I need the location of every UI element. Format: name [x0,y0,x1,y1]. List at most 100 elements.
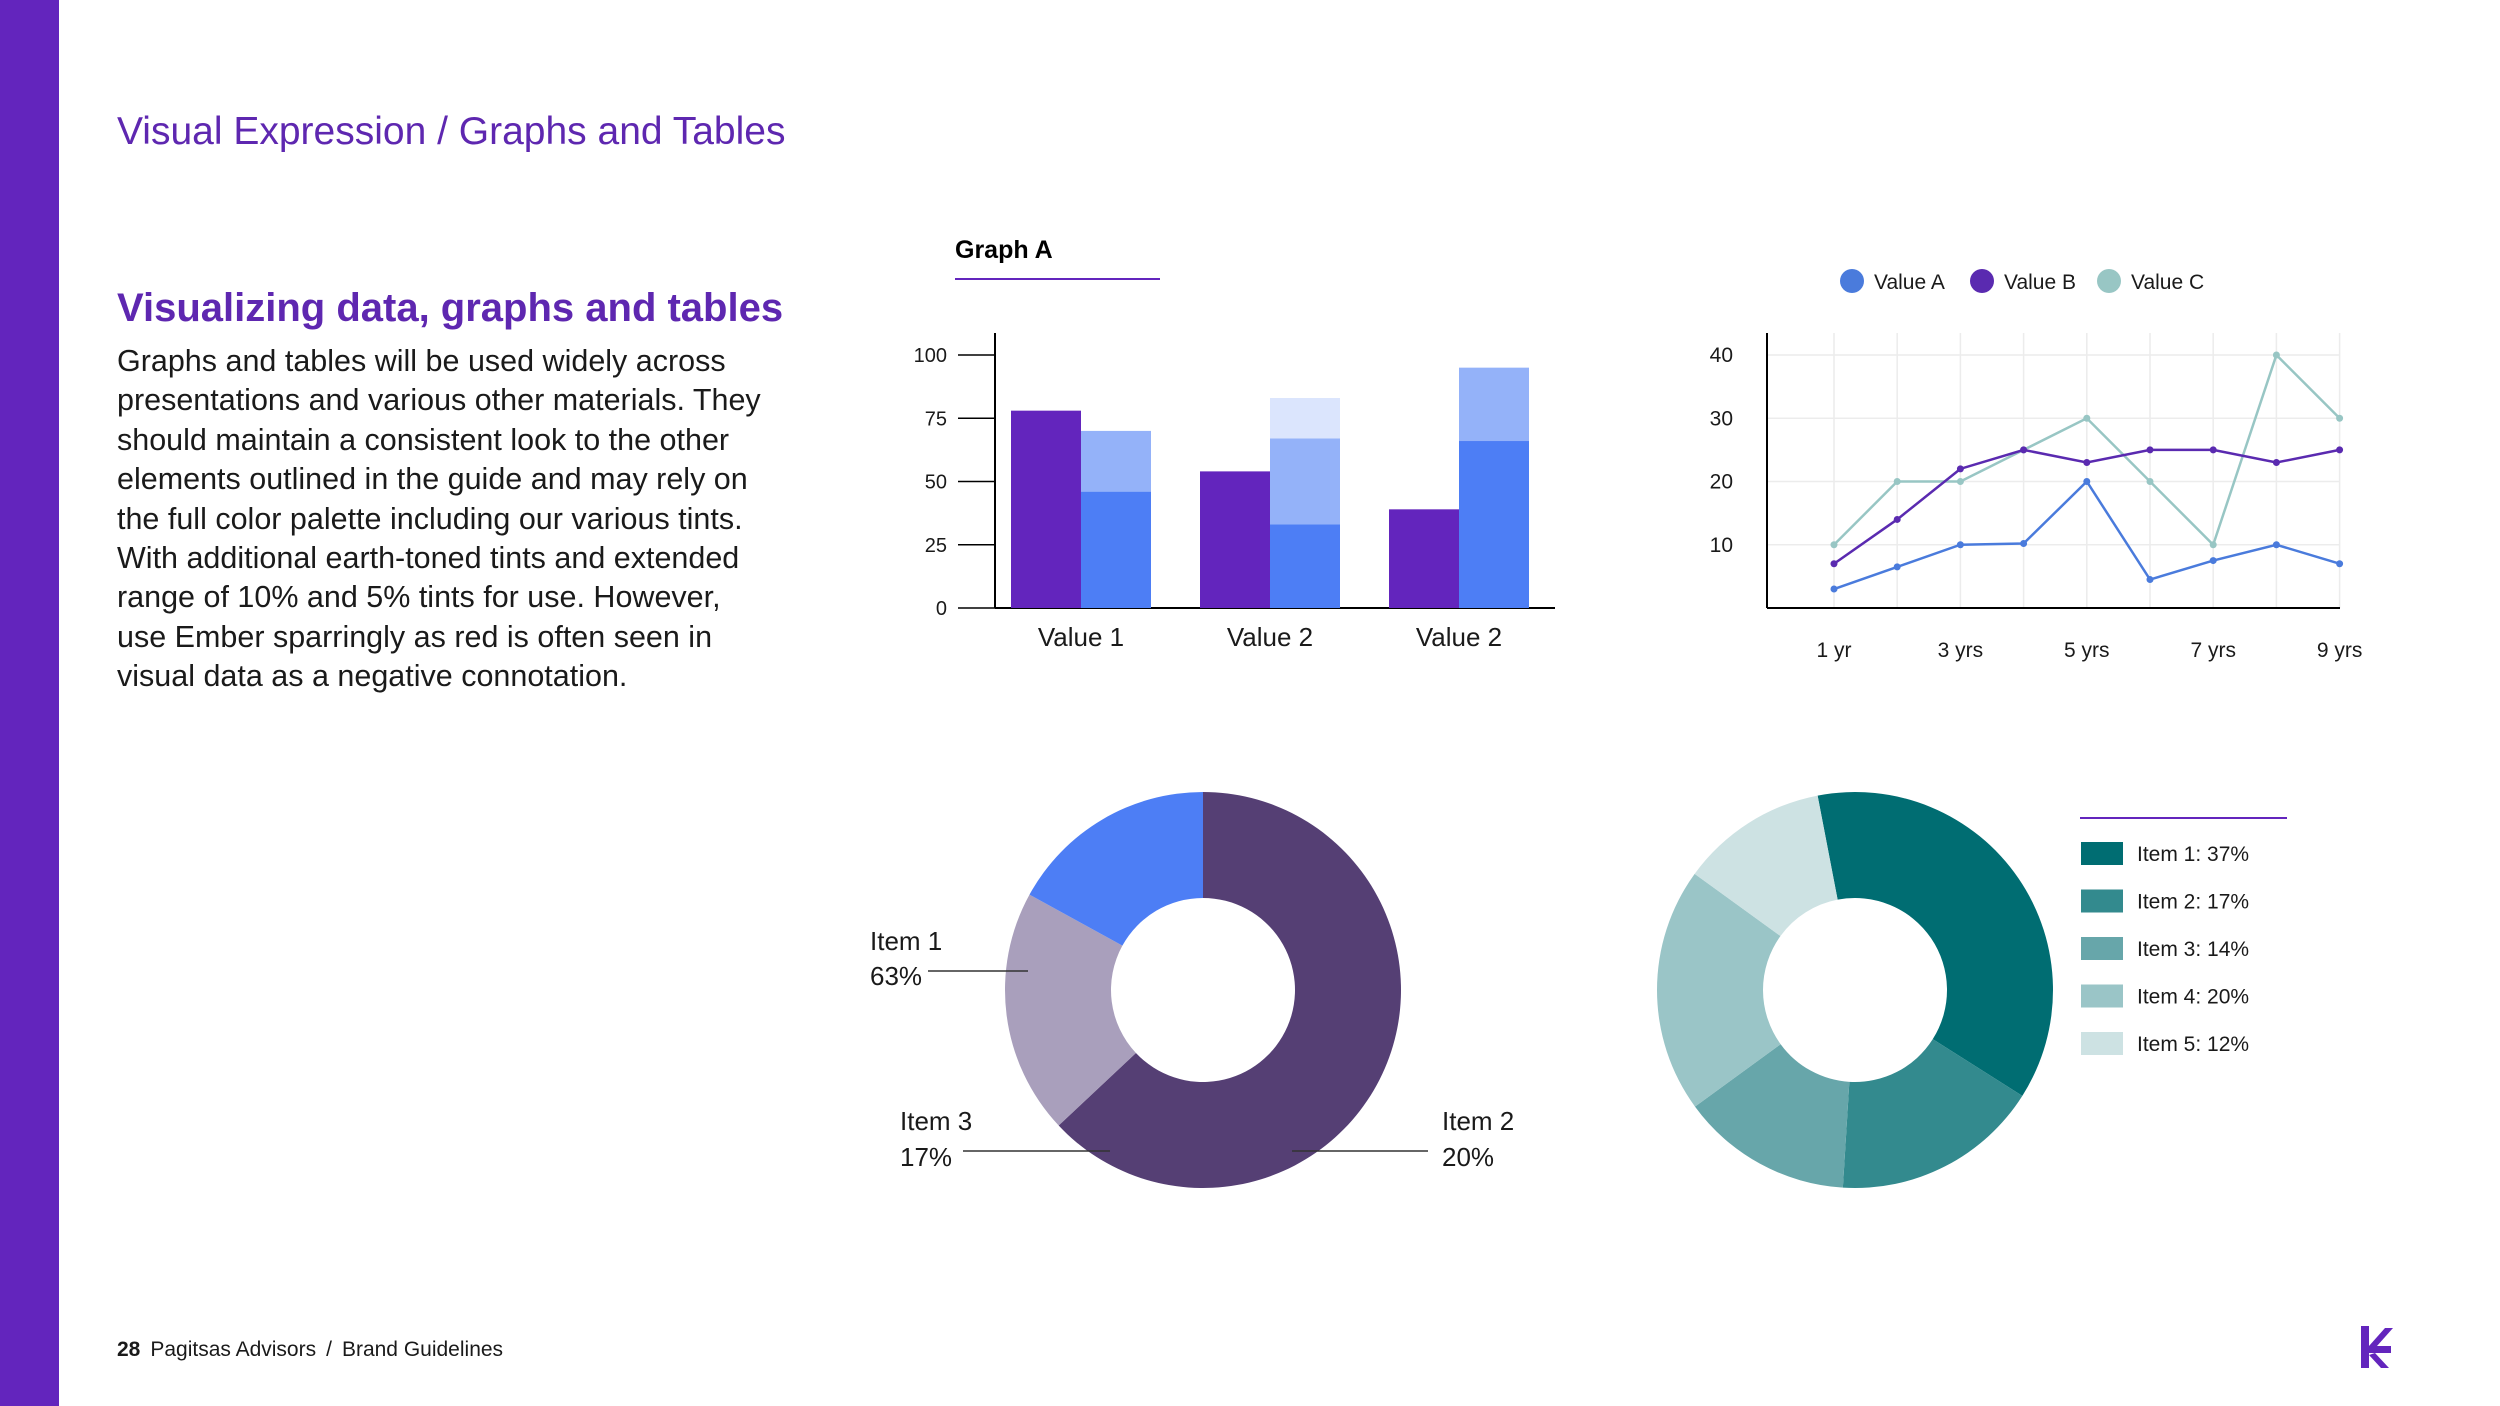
legend-label: Item 2: 17% [2137,891,2249,914]
line-point [2020,539,2028,547]
bar-segment [1270,524,1340,608]
legend-swatch [2081,1032,2123,1055]
line-chart-values: 10 20 30 40 1 yr 3 yrs 5 yrs 7 yrs 9 yrs Value A V… [1710,269,2363,662]
legend-label: Item 3: 14% [2137,938,2249,961]
graph-a-title: Graph A [955,236,1053,264]
legend-swatch [1970,269,1994,293]
footer: 28 Pagitsas Advisors / Brand Guidelines [117,1338,503,1362]
line-point [1830,560,1838,568]
body-line: presentations and various other material… [117,383,761,418]
legend-label: Item 4: 20% [2137,986,2249,1009]
legend-swatch [2081,937,2123,960]
donut-slice [1058,792,1401,1188]
line-point [1893,515,1901,523]
bar-segment [1459,441,1529,608]
line-point [2146,576,2154,584]
line-point [2336,560,2344,568]
line-point [1956,541,1964,549]
bar-segment [1459,367,1529,442]
footer-doc-title: Brand Guidelines [341,1338,504,1361]
line-point [2209,557,2217,565]
bar-category-label: Value 2 [1416,622,1502,652]
callout-label: Item 2 [1442,1106,1514,1136]
line-point [2209,541,2217,549]
body-paragraph: Graphs and tables will be used widely ac… [117,342,817,697]
donut-chart-items: Item 1 63% Item 2 20% Item 3 17% [870,792,1514,1188]
bar-y-tick-label: 50 [925,472,947,494]
bar-segment [1270,438,1340,525]
line-x-tick-label: 1 yr [1816,639,1851,662]
line-point [2020,446,2028,454]
bar-segment [1389,509,1459,608]
bar-category-label: Value 2 [1227,622,1313,652]
bar-segment [1081,491,1151,608]
line-point [1893,563,1901,571]
line-point [2272,459,2280,467]
line-point [2146,446,2154,454]
page-number: 28 [117,1338,141,1361]
line-point [2272,351,2280,359]
body-line: visual data as a negative connotation. [117,659,628,694]
donut-slice [1817,792,2053,1096]
legend-swatch [1840,269,1864,293]
legend-swatch [2081,889,2123,913]
section-title: Visual Expression / Graphs and Tables [117,110,786,153]
line-point [1956,465,1964,473]
donut-slice [1005,894,1136,1126]
line-x-tick-label: 3 yrs [1938,639,1984,662]
legend-label: Item 5: 12% [2137,1033,2249,1056]
callout-percent: 20% [1442,1142,1494,1172]
callout-percent: 17% [900,1142,952,1172]
body-line: use Ember sparringly as red is often see… [117,619,713,654]
line-point [2083,414,2091,422]
donut-slice [1029,792,1203,946]
content-heading: Visualizing data, graphs and tables [117,286,784,330]
line-y-tick-label: 40 [1710,344,1733,367]
brand-k-logo-icon [2361,1326,2393,1368]
legend-swatch [2081,842,2123,865]
legend-swatch [2081,984,2123,1008]
legend-label: Value C [2131,271,2204,294]
legend-label: Item 1: 37% [2137,843,2249,866]
donut-slice [1694,1044,1850,1188]
body-line: elements outlined in the guide and may r… [117,462,748,497]
line-point [1893,478,1901,485]
legend-swatch [2097,269,2121,293]
bar-y-tick-label: 100 [914,345,947,367]
bar-y-tick-label: 75 [925,408,947,430]
body-line: With additional earth-toned tints and ex… [117,541,740,576]
donut-chart-teal: Item 1: 37% Item 2: 17% Item 3: 14% Item 4:… [1656,792,2287,1188]
body-line: the full color palette including our var… [117,501,743,536]
line-point [2336,446,2344,454]
line-x-tick-label: 5 yrs [2064,639,2110,662]
line-point [1830,541,1838,549]
bar-segment [1011,410,1081,608]
bar-segment [1200,471,1270,608]
bar-category-label: Value 1 [1038,622,1124,652]
line-y-tick-label: 10 [1710,534,1733,557]
line-x-tick-label: 9 yrs [2317,639,2363,662]
side-accent-bar [0,0,59,1406]
body-line: should maintain a consistent look to the… [117,422,730,457]
line-point [2083,478,2091,485]
line-point [2272,541,2280,549]
donut-slice [1656,873,1781,1107]
callout-label: Item 1 [870,926,942,956]
footer-company: Pagitsas Advisors [150,1338,317,1361]
line-point [1956,478,1964,485]
bar-segment [1270,398,1340,439]
callout-percent: 63% [870,961,922,991]
legend-label: Value B [2004,271,2076,294]
line-x-tick-label: 7 yrs [2190,639,2236,662]
line-point [2336,414,2344,422]
footer-separator: / [326,1338,332,1361]
callout-label: Item 3 [900,1106,972,1136]
bar-y-tick-label: 25 [925,535,947,557]
donut-slice [1842,1039,2023,1188]
body-line: range of 10% and 5% tints for use. Howev… [117,580,721,615]
line-y-tick-label: 30 [1710,407,1733,430]
bar-chart-graph-a: Graph A 0 25 50 75 100 Value 1 Value 2 Value 2 [914,236,1555,652]
line-point [1830,585,1838,593]
body-line: Graphs and tables will be used widely ac… [117,344,726,378]
